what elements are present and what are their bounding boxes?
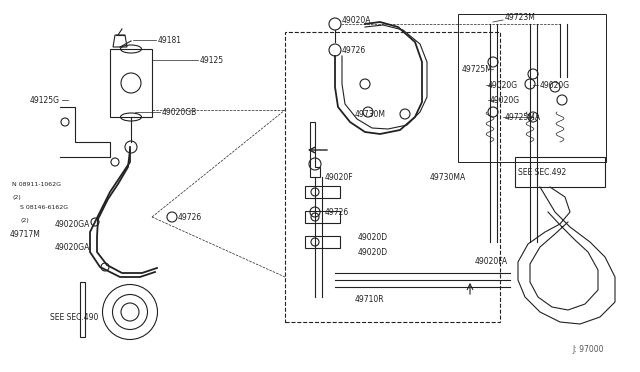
Text: (2): (2) <box>20 218 29 222</box>
Text: SEE SEC.490: SEE SEC.490 <box>50 312 99 321</box>
Text: (2): (2) <box>12 195 20 199</box>
Text: 49730MA: 49730MA <box>430 173 467 182</box>
Text: 49125G: 49125G <box>30 96 60 105</box>
Bar <box>285 32 500 322</box>
Bar <box>305 236 340 248</box>
Bar <box>305 211 340 223</box>
Text: 49125: 49125 <box>200 55 224 64</box>
Text: 49020G: 49020G <box>490 96 520 105</box>
Bar <box>110 49 152 117</box>
Text: N 08911-1062G: N 08911-1062G <box>12 182 61 186</box>
Text: 49020G: 49020G <box>540 80 570 90</box>
Text: SEE SEC.492: SEE SEC.492 <box>518 167 566 176</box>
Text: 49710R: 49710R <box>355 295 385 305</box>
Text: 49726: 49726 <box>342 45 366 55</box>
Text: 49020A: 49020A <box>342 16 371 25</box>
Text: 49020GA: 49020GA <box>55 243 90 251</box>
Bar <box>515 157 605 187</box>
Text: 49020GA: 49020GA <box>55 219 90 228</box>
Text: 49730M: 49730M <box>355 109 386 119</box>
Text: 49020F: 49020F <box>325 173 354 182</box>
Text: 49725MA: 49725MA <box>505 112 541 122</box>
Text: S 08146-6162G: S 08146-6162G <box>20 205 68 209</box>
Text: 49726: 49726 <box>178 212 202 221</box>
Text: 49020D: 49020D <box>358 232 388 241</box>
Text: 49020GB: 49020GB <box>162 108 197 116</box>
Text: 49717M: 49717M <box>10 230 41 238</box>
Text: 49020D: 49020D <box>358 247 388 257</box>
Text: 49723M: 49723M <box>505 13 536 22</box>
Text: 49020G: 49020G <box>488 80 518 90</box>
Text: 49726: 49726 <box>325 208 349 217</box>
Bar <box>458 14 606 162</box>
Text: 49020FA: 49020FA <box>475 257 508 266</box>
Text: 49725M: 49725M <box>462 64 493 74</box>
Text: J: 97000: J: 97000 <box>572 346 604 355</box>
Bar <box>305 186 340 198</box>
Text: 49181: 49181 <box>158 35 182 45</box>
